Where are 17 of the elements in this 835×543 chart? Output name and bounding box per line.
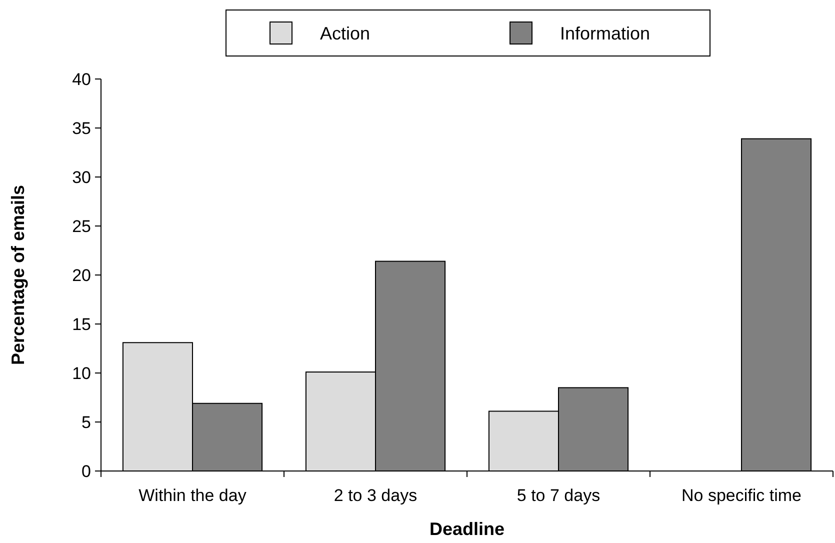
y-tick-label: 0 <box>82 462 91 481</box>
y-tick-label: 35 <box>72 118 91 138</box>
legend-label: Information <box>560 23 650 44</box>
y-tick-label: 10 <box>72 364 91 383</box>
y-tick-label: 40 <box>72 70 91 89</box>
x-tick-label: 2 to 3 days <box>334 486 418 505</box>
y-tick-label: 20 <box>72 266 91 285</box>
y-tick-label: 15 <box>72 314 91 334</box>
y-tick-label: 5 <box>82 412 91 432</box>
y-axis-title: Percentage of emails <box>8 184 28 366</box>
x-tick-label: 5 to 7 days <box>516 486 600 505</box>
x-tick-label: Within the day <box>138 486 247 505</box>
x-tick-label: No specific time <box>682 486 802 505</box>
y-tick-label: 30 <box>72 168 91 187</box>
y-tick-label: 25 <box>72 216 91 236</box>
legend-label: Action <box>320 23 370 44</box>
x-axis-title: Deadline <box>429 519 505 539</box>
